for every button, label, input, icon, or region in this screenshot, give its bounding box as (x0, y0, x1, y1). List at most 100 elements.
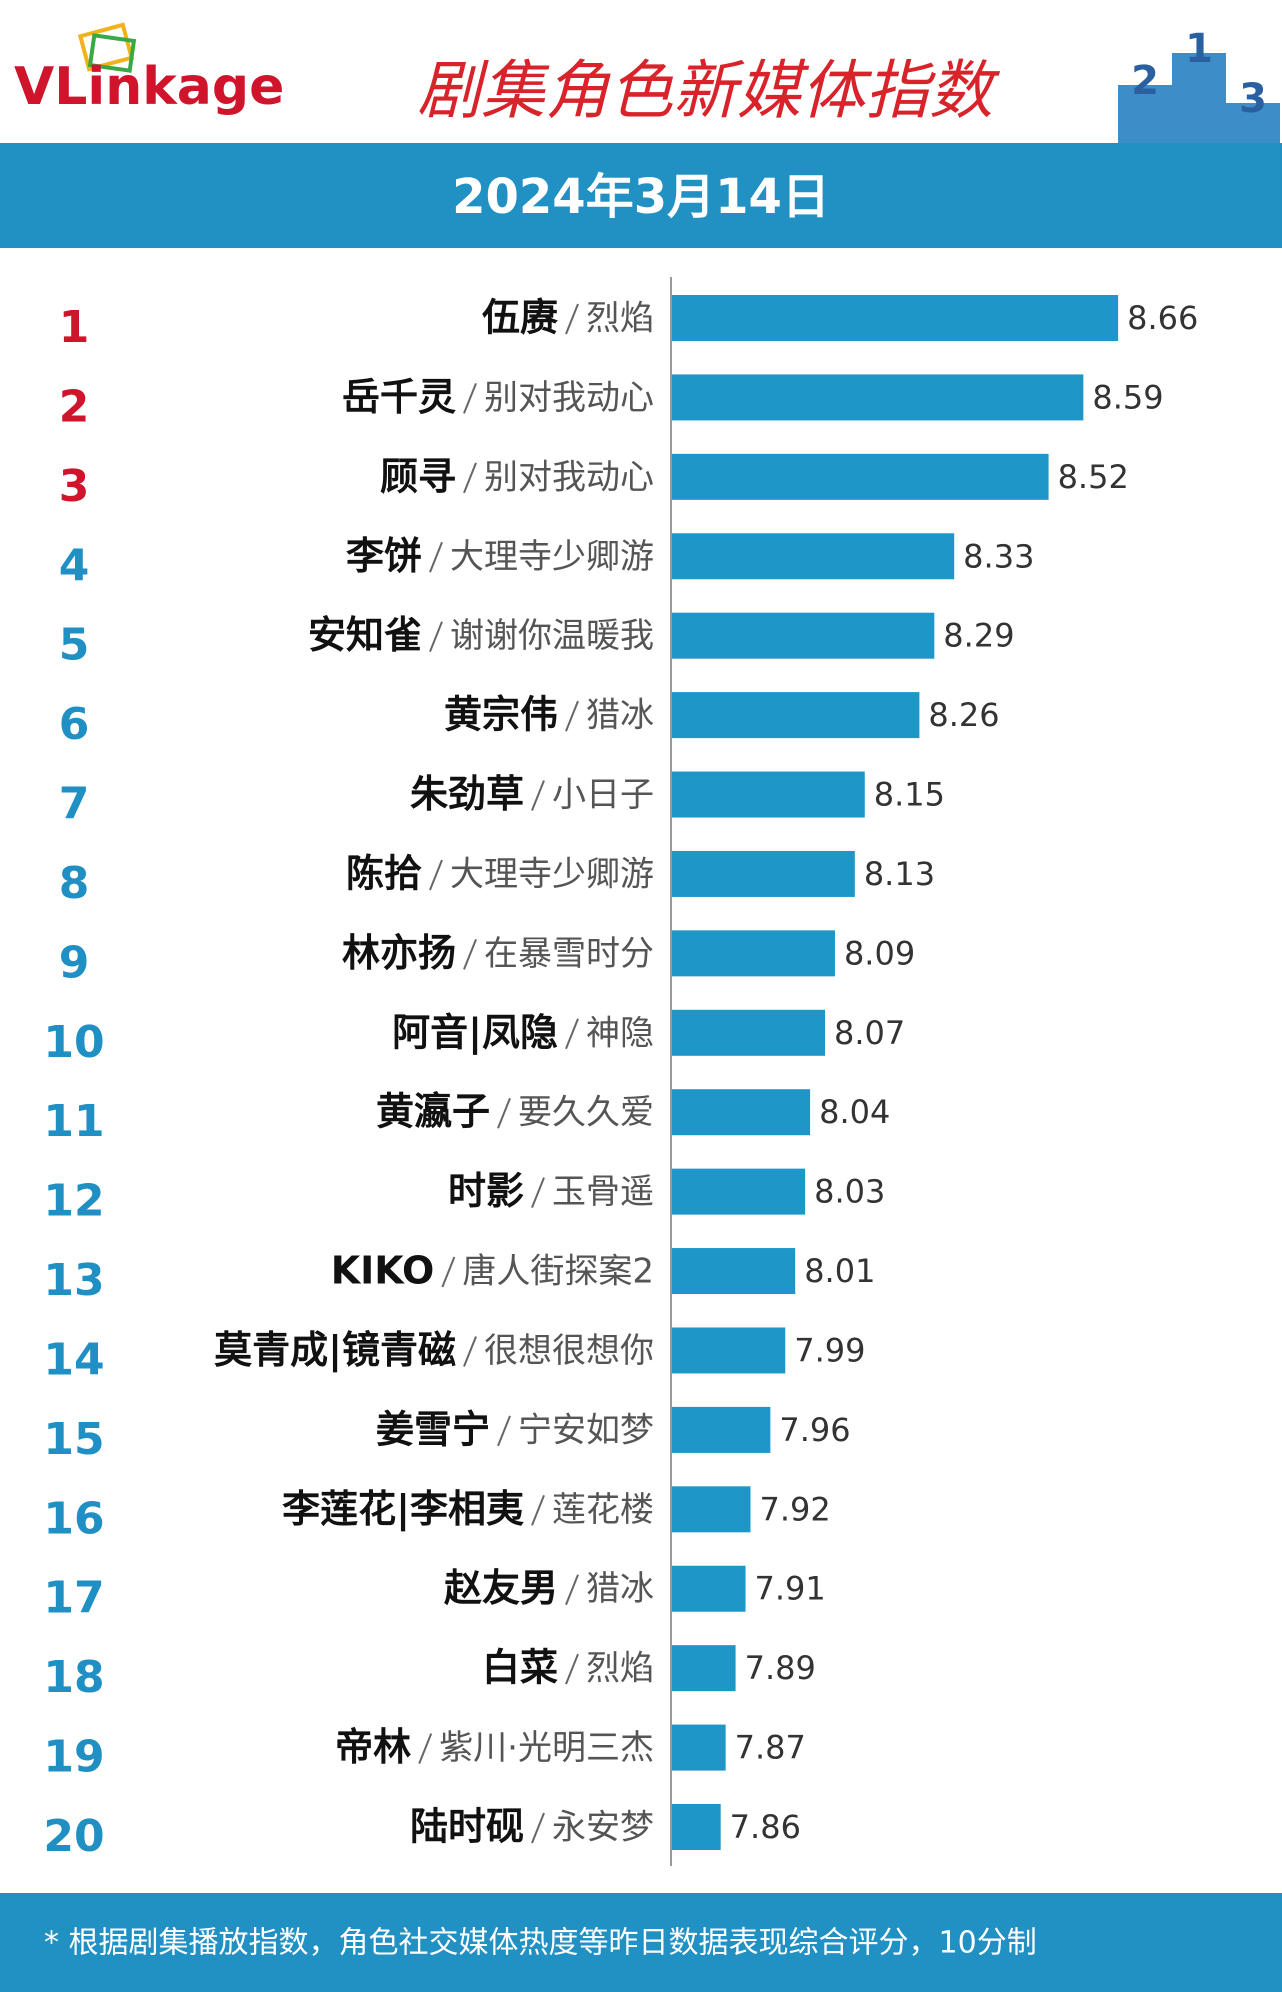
bar (672, 1089, 811, 1136)
rank: 12 (43, 1176, 104, 1227)
value-label: 7.96 (779, 1411, 850, 1449)
rank: 3 (59, 461, 90, 512)
bar (672, 453, 1049, 500)
podium-number: 3 (1239, 76, 1267, 122)
category-label: 岳千灵 (342, 375, 456, 419)
separator (531, 1177, 545, 1209)
category-label: 白菜 (482, 1646, 558, 1690)
bar (672, 1248, 796, 1295)
show-label: 猎冰 (586, 696, 654, 736)
podium-block (1226, 103, 1280, 143)
separator (531, 1812, 545, 1844)
category-label: 黄宗伟 (444, 693, 558, 737)
podium-block (1118, 85, 1172, 143)
category-label: 陆时砚 (410, 1805, 524, 1849)
rank: 19 (43, 1732, 104, 1783)
value-label: 8.07 (834, 1014, 905, 1052)
rank: 10 (43, 1017, 104, 1068)
value-label: 8.29 (943, 617, 1014, 655)
show-label: 在暴雪时分 (484, 934, 654, 974)
rank: 15 (43, 1414, 104, 1465)
category-label: 阿音|凤隐 (392, 1010, 558, 1055)
separator (463, 1336, 477, 1367)
rank: 16 (43, 1493, 104, 1544)
bar (672, 1009, 826, 1056)
rank: 4 (59, 540, 90, 591)
value-label: 8.01 (804, 1252, 875, 1290)
category-label: 时影 (448, 1169, 524, 1213)
show-label: 大理寺少卿游 (450, 854, 654, 894)
value-label: 7.92 (759, 1490, 830, 1528)
podium-number: 1 (1185, 26, 1213, 72)
show-label: 猎冰 (586, 1569, 654, 1609)
rank: 18 (43, 1652, 104, 1703)
separator (463, 462, 477, 494)
rank: 8 (59, 858, 90, 909)
show-label: 要久久爱 (518, 1093, 654, 1133)
value-label: 8.09 (844, 934, 915, 972)
show-label: 莲花楼 (552, 1490, 654, 1530)
value-label: 7.87 (735, 1729, 806, 1767)
separator (418, 1733, 433, 1764)
value-label: 8.66 (1127, 299, 1198, 337)
separator (531, 780, 545, 811)
bar (672, 930, 835, 977)
category-label: KIKO (331, 1249, 435, 1293)
category-label: 李饼 (346, 534, 422, 578)
separator (531, 1494, 545, 1526)
show-label: 永安梦 (552, 1808, 654, 1848)
category-label: 黄瀛子 (376, 1090, 490, 1134)
bar (672, 1168, 806, 1215)
separator (565, 303, 579, 335)
show-label: 烈焰 (586, 299, 654, 339)
rank: 13 (43, 1255, 104, 1306)
show-label: 别对我动心 (484, 378, 654, 418)
rank: 14 (43, 1334, 104, 1385)
show-label: 玉骨遥 (552, 1172, 654, 1212)
value-label: 8.52 (1058, 458, 1129, 496)
show-label: 很想很想你 (484, 1331, 654, 1371)
separator (565, 1653, 579, 1685)
bar (672, 533, 955, 580)
show-label: 别对我动心 (484, 457, 654, 497)
rank: 5 (59, 620, 90, 671)
bar (672, 850, 855, 897)
separator (565, 1574, 579, 1606)
bar (672, 612, 935, 659)
category-label: 林亦扬 (342, 931, 456, 975)
podium-number: 2 (1131, 58, 1159, 104)
bar (672, 295, 1119, 341)
bar (672, 1804, 721, 1850)
rank: 2 (59, 381, 90, 432)
separator (497, 1097, 511, 1129)
bar (672, 1645, 736, 1692)
footer-band (0, 1893, 1282, 1992)
category-label: 姜雪宁 (376, 1407, 490, 1451)
separator (463, 383, 477, 414)
value-label: 7.99 (794, 1331, 865, 1369)
show-label: 谢谢你温暖我 (450, 616, 654, 656)
podium-block (1172, 53, 1226, 143)
value-label: 8.04 (819, 1093, 890, 1131)
bar (672, 692, 920, 739)
rank: 17 (43, 1573, 104, 1624)
rank: 1 (59, 302, 90, 353)
category-label: 赵友男 (444, 1566, 558, 1610)
separator (497, 1415, 511, 1447)
footnote: * 根据剧集播放指数，角色社交媒体热度等昨日数据表现综合评分，10分制 (44, 1926, 1037, 1961)
subtitle: 2024年3月14日 (452, 169, 830, 225)
show-label: 烈焰 (586, 1649, 654, 1689)
value-label: 7.91 (755, 1570, 826, 1608)
bar (672, 1565, 746, 1612)
rank: 7 (59, 779, 90, 830)
value-label: 8.26 (928, 696, 999, 734)
logo-icon (77, 22, 137, 73)
show-label: 紫川·光明三杰 (439, 1728, 654, 1768)
show-label: 小日子 (552, 775, 654, 815)
bar (672, 1724, 726, 1771)
separator (565, 700, 579, 732)
chart-title: 剧集角色新媒体指数 (417, 55, 1001, 129)
value-label: 7.89 (745, 1649, 816, 1687)
date-band (0, 143, 1282, 248)
